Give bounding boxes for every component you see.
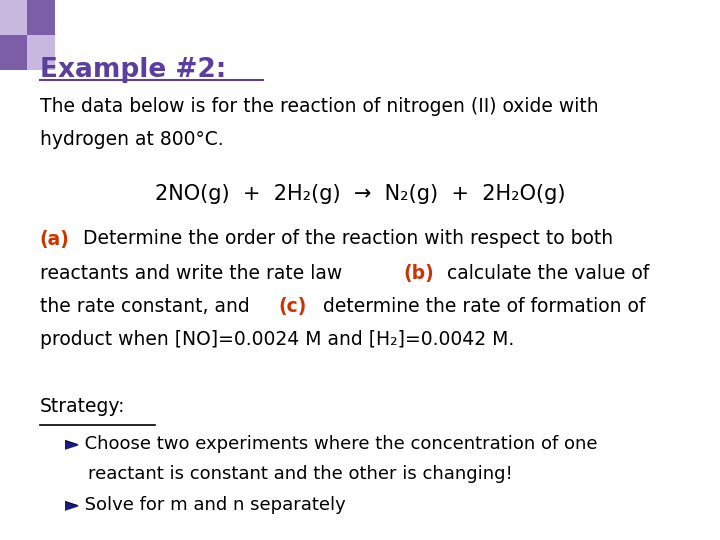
- Text: Determine the order of the reaction with respect to both: Determine the order of the reaction with…: [77, 230, 613, 248]
- Text: ► Choose two experiments where the concentration of one: ► Choose two experiments where the conce…: [65, 435, 598, 453]
- Text: reactant is constant and the other is changing!: reactant is constant and the other is ch…: [65, 465, 513, 483]
- Text: (b): (b): [403, 264, 434, 282]
- Text: ►: ►: [65, 496, 78, 514]
- Bar: [27, 0, 55, 35]
- Text: (a): (a): [40, 230, 69, 248]
- Text: 2NO(g)  +  2H₂(g)  →  N₂(g)  +  2H₂O(g): 2NO(g) + 2H₂(g) → N₂(g) + 2H₂O(g): [155, 184, 565, 204]
- Text: hydrogen at 800°C.: hydrogen at 800°C.: [40, 130, 223, 148]
- Text: ►: ►: [65, 435, 78, 453]
- Text: the rate constant, and: the rate constant, and: [40, 297, 256, 316]
- Text: determine the rate of formation of: determine the rate of formation of: [317, 297, 645, 316]
- Bar: [27, 35, 55, 70]
- Text: Example #2:: Example #2:: [40, 57, 226, 83]
- Text: Strategy:: Strategy:: [40, 397, 125, 416]
- Text: reactants and write the rate law: reactants and write the rate law: [40, 264, 354, 282]
- Text: ► Solve for m and n separately: ► Solve for m and n separately: [65, 496, 346, 514]
- Text: calculate the value of: calculate the value of: [441, 264, 649, 282]
- Text: The data below is for the reaction of nitrogen (II) oxide with: The data below is for the reaction of ni…: [40, 97, 598, 116]
- Text: product when [NO]=0.0024 M and [H₂]=0.0042 M.: product when [NO]=0.0024 M and [H₂]=0.00…: [40, 330, 514, 349]
- Bar: [0, 35, 27, 70]
- Text: (c): (c): [279, 297, 307, 316]
- Bar: [0, 0, 27, 35]
